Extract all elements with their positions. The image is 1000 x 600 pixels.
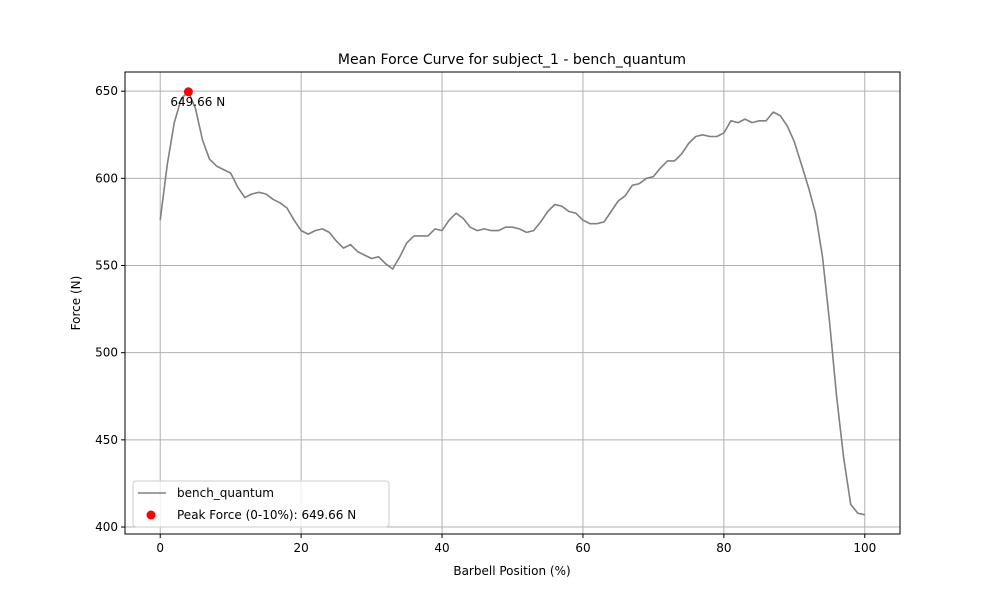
chart-title: Mean Force Curve for subject_1 - bench_q… xyxy=(338,52,686,68)
y-tick-label: 650 xyxy=(95,84,118,98)
x-tick-label: 100 xyxy=(853,541,876,555)
series-line-bench_quantum xyxy=(159,91,865,516)
legend-label-peak: Peak Force (0-10%): 649.66 N xyxy=(177,508,356,522)
x-axis-label: Barbell Position (%) xyxy=(453,564,570,578)
legend-marker-swatch xyxy=(146,510,156,520)
peak-force-annotation: 649.66 N xyxy=(170,95,225,109)
y-tick-label: 600 xyxy=(95,171,118,185)
x-axis-ticks: 0 20 40 60 80 100 xyxy=(156,534,876,555)
x-tick-label: 20 xyxy=(293,541,308,555)
grid-lines xyxy=(125,72,900,534)
legend-box xyxy=(132,480,390,528)
x-tick-label: 80 xyxy=(716,541,731,555)
y-tick-label: 500 xyxy=(95,346,118,360)
y-tick-label: 450 xyxy=(95,433,118,447)
x-tick-label: 60 xyxy=(575,541,590,555)
peak-force-marker xyxy=(183,87,193,97)
y-tick-label: 550 xyxy=(95,259,118,273)
y-axis-ticks: 400 450 500 550 600 650 xyxy=(95,84,125,534)
y-axis-label: Force (N) xyxy=(69,276,83,331)
plot-frame xyxy=(124,71,901,535)
series-layer xyxy=(159,91,865,516)
y-tick-label: 400 xyxy=(95,520,118,534)
x-tick-label: 40 xyxy=(434,541,449,555)
x-tick-label: 0 xyxy=(156,541,164,555)
peak-layer: 649.66 N xyxy=(170,87,225,109)
legend: bench_quantum Peak Force (0-10%): 649.66… xyxy=(132,480,390,528)
legend-label-series: bench_quantum xyxy=(177,486,274,500)
